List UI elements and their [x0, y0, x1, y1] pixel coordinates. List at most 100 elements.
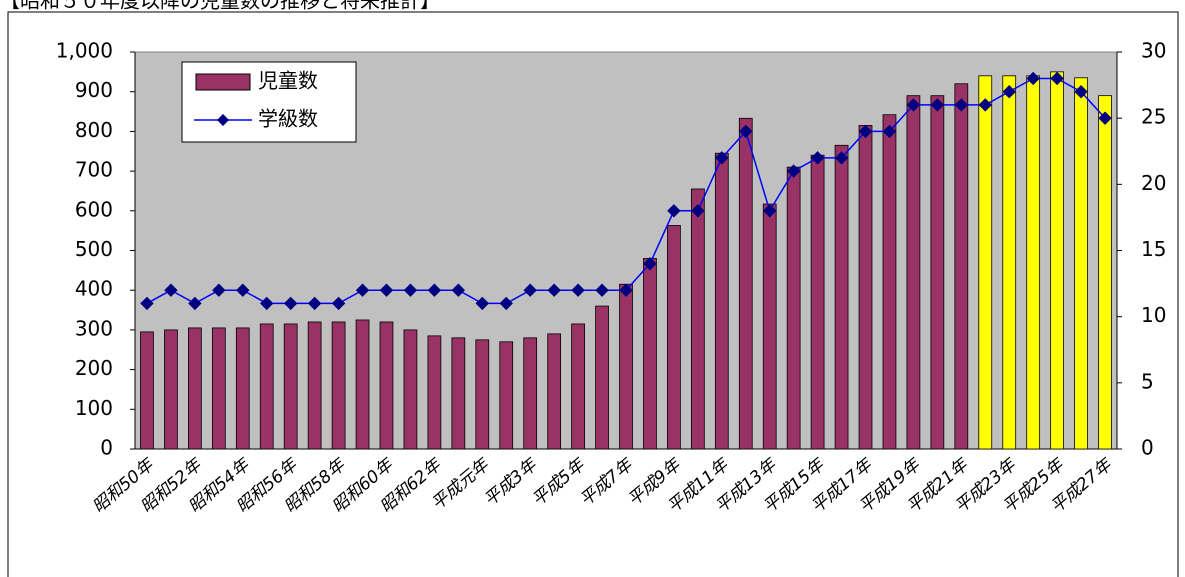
bar — [547, 333, 562, 450]
bar — [283, 323, 298, 450]
marker — [739, 124, 753, 139]
marker — [260, 296, 274, 311]
bar — [930, 95, 945, 450]
y2-tick-label: 5 — [1141, 369, 1154, 393]
y2-tick-label: 0 — [1141, 436, 1154, 460]
y-tick-label: 600 — [75, 197, 113, 221]
marker — [547, 283, 561, 297]
marker — [571, 283, 585, 297]
y2-tick-label: 30 — [1141, 39, 1166, 63]
y-tick-label: 700 — [75, 158, 113, 182]
marker — [499, 296, 513, 311]
marker — [379, 283, 394, 297]
marker — [355, 283, 370, 297]
bar — [810, 154, 825, 450]
marker — [667, 204, 681, 218]
bar — [690, 188, 705, 450]
bar — [331, 321, 346, 450]
bar — [403, 329, 418, 450]
marker — [475, 296, 490, 311]
marker — [954, 98, 969, 112]
bar — [714, 152, 729, 450]
marker — [906, 98, 921, 112]
bar — [475, 339, 490, 450]
bar — [140, 331, 154, 450]
bar — [1074, 77, 1088, 450]
bar — [235, 327, 250, 450]
y-tick-label: 400 — [75, 277, 113, 301]
marker — [427, 283, 442, 297]
chart-title: 【昭和５０年度以降の児童数の推移と将来推計】 — [0, 0, 440, 13]
legend-label: 学級数 — [258, 107, 318, 131]
bar — [978, 75, 993, 450]
bar — [164, 329, 178, 450]
y2-tick-label: 20 — [1141, 171, 1166, 195]
bar — [1098, 95, 1112, 450]
bar — [1002, 75, 1017, 450]
marker — [523, 283, 537, 297]
bar — [643, 258, 657, 450]
bar — [451, 337, 466, 450]
marker — [1074, 84, 1088, 99]
y-tick-label: 200 — [75, 356, 113, 380]
marker — [715, 151, 729, 165]
marker — [858, 124, 873, 139]
marker — [619, 283, 633, 297]
bar — [906, 95, 921, 450]
bar — [379, 321, 394, 450]
marker — [188, 296, 202, 311]
bar — [427, 335, 442, 450]
bar — [1050, 71, 1064, 450]
bar — [307, 321, 322, 450]
marker — [331, 296, 346, 311]
bar — [786, 166, 801, 450]
y-tick-label: 1,000 — [56, 39, 113, 63]
marker — [1050, 71, 1064, 86]
bar — [188, 327, 202, 450]
bar — [211, 327, 226, 450]
marker — [451, 283, 466, 297]
bar — [1026, 75, 1041, 450]
marker — [164, 283, 178, 297]
marker — [643, 257, 657, 271]
marker — [283, 296, 298, 311]
legend-marker — [217, 114, 229, 126]
y2-tick-label: 15 — [1141, 237, 1166, 261]
marker — [595, 283, 609, 297]
marker — [140, 296, 154, 311]
bar — [619, 283, 633, 450]
marker — [691, 204, 705, 218]
bar — [834, 144, 849, 450]
bar — [738, 117, 753, 450]
bar — [523, 337, 538, 450]
y-tick-label: 100 — [75, 396, 113, 420]
marker — [786, 164, 801, 178]
bar — [882, 114, 897, 450]
bar — [259, 323, 274, 450]
marker — [403, 283, 418, 297]
bar — [762, 203, 777, 450]
bar — [954, 83, 969, 450]
marker — [882, 124, 897, 139]
marker — [1026, 71, 1040, 86]
y2-tick-label: 10 — [1141, 303, 1166, 327]
marker — [236, 283, 250, 297]
bar — [499, 341, 514, 450]
marker — [307, 296, 322, 311]
marker — [978, 98, 992, 112]
legend-label: 児童数 — [258, 69, 318, 93]
marker — [930, 98, 945, 112]
y2-tick-label: 25 — [1141, 105, 1166, 129]
marker — [810, 151, 825, 165]
bar — [571, 323, 585, 450]
y-tick-label: 300 — [75, 316, 113, 340]
y-tick-label: 900 — [75, 78, 113, 102]
bar — [858, 125, 873, 450]
bar — [667, 225, 681, 450]
bar — [595, 305, 609, 450]
marker — [212, 283, 226, 297]
marker — [1098, 111, 1112, 125]
y-tick-label: 800 — [75, 118, 113, 142]
